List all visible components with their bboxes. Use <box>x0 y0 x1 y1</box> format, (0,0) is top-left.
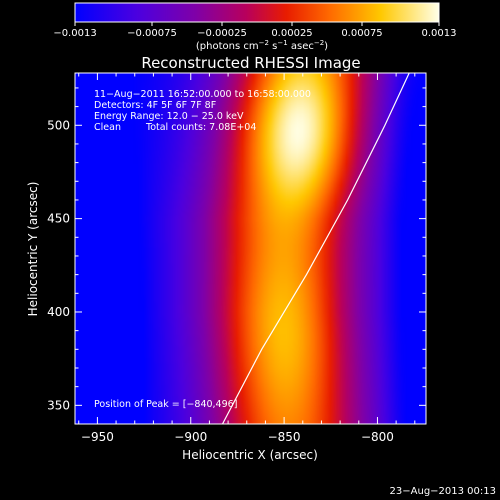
clean-annotation: Clean <box>94 122 121 133</box>
colorbar-tick-label: −0.0013 <box>53 28 96 39</box>
y-axis-ticks: 350 400 450 500 <box>47 87 426 425</box>
y-tick-label: 350 <box>47 398 70 412</box>
footer-date: 23−Aug−2013 00:13 <box>390 486 496 497</box>
total-counts-annotation: Total counts: 7.08E+04 <box>145 122 256 133</box>
peak-position-annotation: Position of Peak = [−840,496] <box>94 399 237 410</box>
x-tick-label: −800 <box>361 430 394 444</box>
colorbar-units-label: (photons cm−2 s−1 asec−2) <box>196 39 328 52</box>
y-axis-label: Heliocentric Y (arcsec) <box>26 182 40 317</box>
colorbar <box>75 3 439 22</box>
colorbar-tick-label: 0.00025 <box>271 28 312 39</box>
plot-frame <box>74 72 427 425</box>
energy-range-annotation: Energy Range: 12.0 − 25.0 keV <box>94 111 244 122</box>
y-tick-label: 500 <box>47 118 70 132</box>
heatmap-image <box>75 73 426 424</box>
x-tick-label: −850 <box>268 430 301 444</box>
colorbar-tick-label: −0.00025 <box>197 28 247 39</box>
chart-title: Reconstructed RHESSI Image <box>141 54 360 72</box>
colorbar-tick-label: −0.00075 <box>127 28 177 39</box>
colorbar-tick-label: 0.0013 <box>422 28 457 39</box>
x-axis-label: Heliocentric X (arcsec) <box>182 448 318 462</box>
colorbar-ticks: −0.0013 −0.00075 −0.00025 0.00025 0.00075 0.0… <box>53 22 457 39</box>
x-tick-label: −900 <box>174 430 207 444</box>
x-tick-label: −950 <box>81 430 114 444</box>
y-tick-label: 450 <box>47 212 70 226</box>
detectors-annotation: Detectors: 4F 5F 6F 7F 8F <box>94 100 216 111</box>
x-axis-ticks: −950 −900 −850 −800 <box>78 73 416 444</box>
solar-limb-line <box>221 73 410 424</box>
time-range-annotation: 11−Aug−2011 16:52:00.000 to 16:58:00.000 <box>94 89 311 100</box>
y-tick-label: 400 <box>47 305 70 319</box>
colorbar-frame <box>74 2 440 23</box>
colorbar-tick-label: 0.00075 <box>341 28 382 39</box>
